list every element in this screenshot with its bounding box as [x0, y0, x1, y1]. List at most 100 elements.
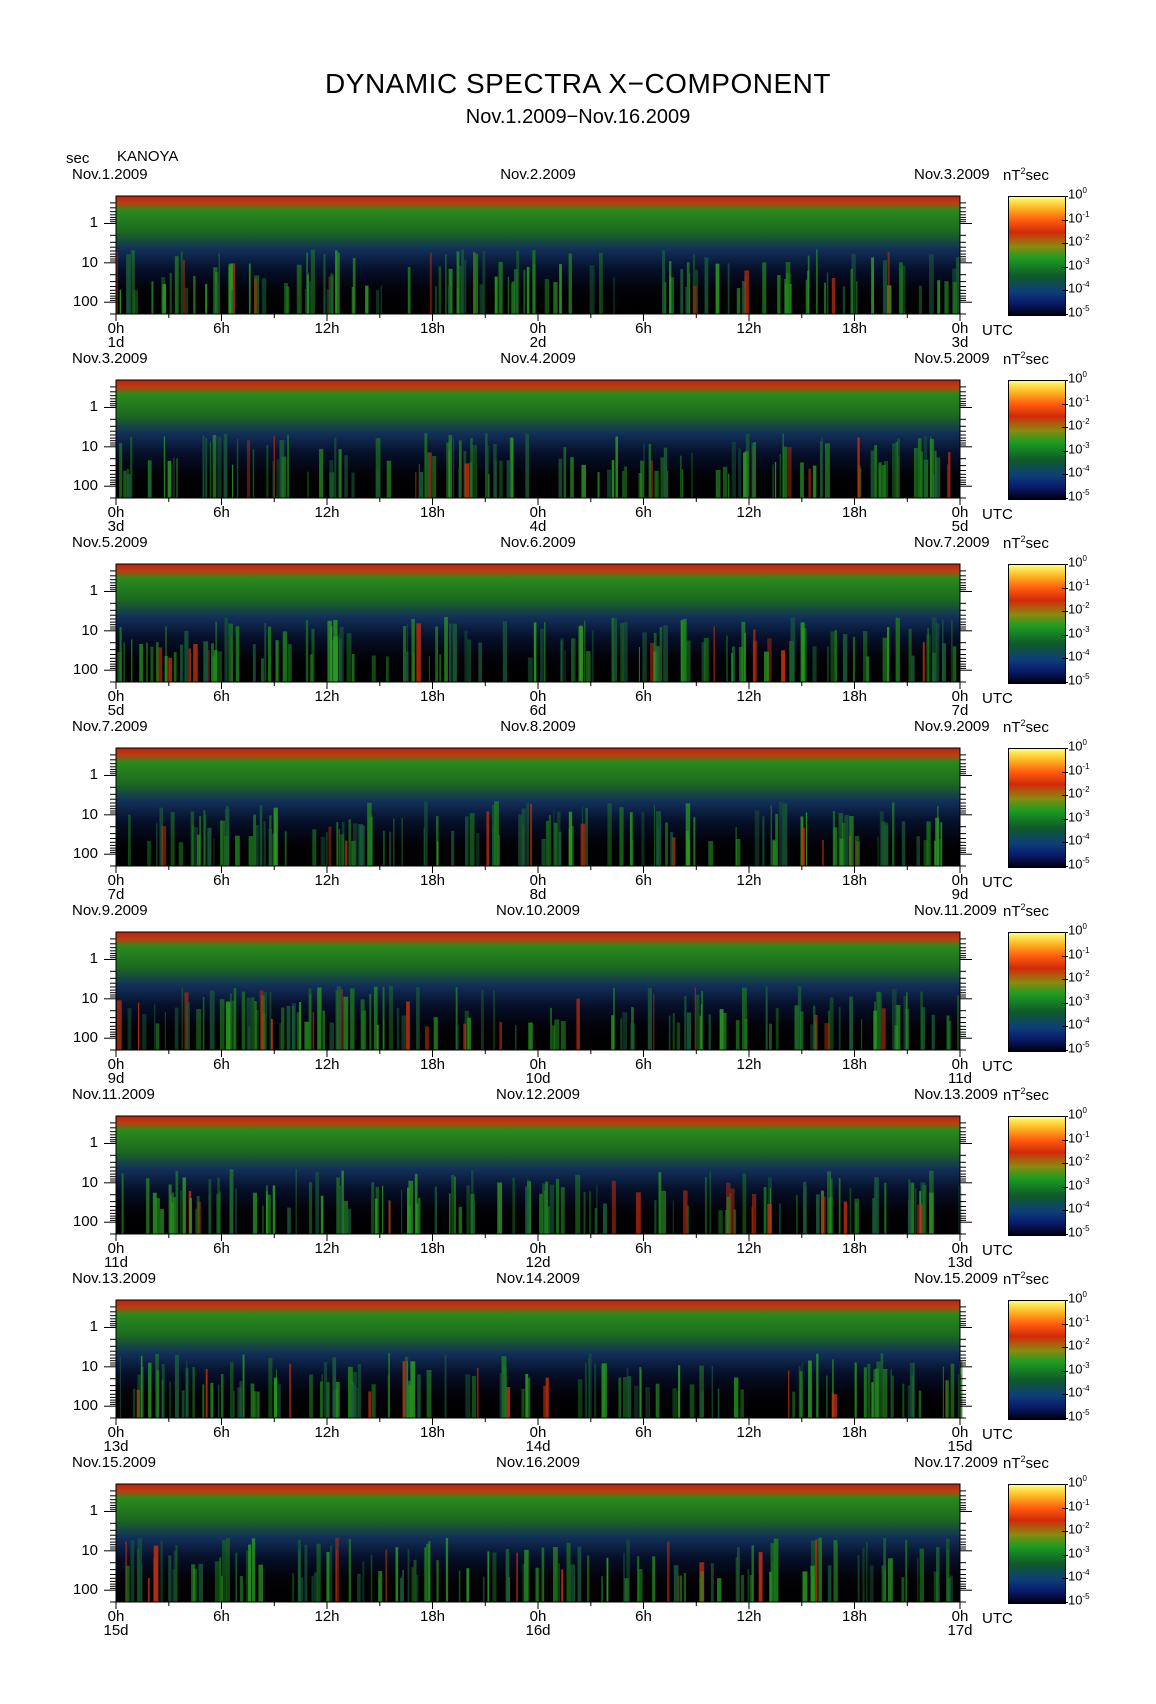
spectral-burst [185, 1361, 188, 1418]
spectral-burst [272, 460, 275, 498]
spectral-burst [521, 808, 526, 866]
spectral-burst [317, 1002, 321, 1050]
spectral-burst [926, 821, 931, 866]
spectral-burst [209, 441, 211, 498]
spectral-burst [800, 622, 805, 682]
spectral-burst [946, 1538, 950, 1602]
spectral-burst [268, 829, 273, 866]
spectral-burst [602, 1203, 607, 1234]
spectral-burst [815, 1539, 817, 1602]
colorbar-unit: nT2sec [1003, 1086, 1049, 1104]
panel-date-mid: Nov.16.2009 [496, 1454, 580, 1471]
spectral-burst [682, 618, 687, 682]
spectral-burst [445, 254, 447, 314]
colorbar-unit: nT2sec [1003, 166, 1049, 184]
x-tick-label: 0h [951, 1424, 969, 1441]
spectral-burst [253, 1391, 257, 1418]
colorbar-label: 10-5 [1068, 672, 1090, 688]
spectral-burst [892, 802, 895, 866]
spectral-burst [404, 651, 409, 682]
colorbar-label: 10-2 [1068, 1521, 1090, 1537]
spectral-burst [740, 1389, 744, 1418]
spectral-burst [654, 470, 659, 498]
x-day-label: 7d [107, 886, 125, 903]
spectral-burst [123, 470, 127, 498]
spectral-burst [449, 1193, 451, 1234]
spectral-burst [775, 1008, 779, 1050]
spectral-burst [465, 1374, 471, 1418]
spectral-burst [213, 267, 218, 314]
colorbar-label: 100 [1068, 738, 1087, 754]
spectral-burst [406, 1361, 408, 1418]
spectral-burst [884, 1182, 887, 1234]
spectral-burst [352, 258, 356, 314]
spectral-burst [219, 1191, 221, 1234]
spectral-burst [695, 994, 700, 1050]
spectral-burst [544, 1190, 546, 1234]
spectral-burst [685, 803, 691, 866]
spectral-burst [463, 1023, 467, 1050]
spectral-burst [544, 622, 546, 682]
spectral-burst [367, 802, 372, 866]
spectral-burst [472, 1201, 476, 1234]
spectrogram [104, 379, 972, 505]
spectral-burst [641, 811, 645, 866]
spectral-burst [901, 821, 906, 866]
spectral-burst [237, 1387, 242, 1418]
spectrum-panel: Nov.3.2009 Nov.4.2009 Nov.5.2009 nT2sec 1 10 1… [0, 350, 1156, 534]
spectral-burst [694, 987, 696, 1050]
x-day-label: 16d [525, 1622, 551, 1639]
spectral-burst [681, 469, 684, 498]
spectral-burst [197, 1201, 202, 1234]
spectral-burst [949, 1575, 953, 1602]
spectral-burst [180, 1190, 182, 1234]
spectral-burst [653, 632, 657, 682]
spectral-burst [369, 994, 372, 1050]
spectral-burst [191, 824, 194, 866]
colorbar-tick [1062, 196, 1068, 197]
colorbar-tick [1062, 427, 1068, 429]
spectral-burst [686, 1012, 691, 1050]
spectral-burst [548, 815, 552, 866]
spectral-burst [829, 997, 834, 1050]
x-tick-label: 6h [635, 1056, 652, 1073]
spectral-burst [942, 619, 944, 682]
spectral-burst [340, 834, 345, 866]
spectral-burst [505, 1387, 511, 1418]
spectral-burst [940, 822, 943, 866]
spectral-burst [202, 1384, 205, 1418]
spectral-burst [800, 1011, 804, 1050]
spectral-burst [789, 284, 792, 314]
spectral-burst [920, 451, 923, 498]
spectral-burst [448, 268, 453, 314]
x-day-label: 14d [525, 1438, 551, 1455]
spectral-burst [487, 1551, 490, 1602]
spectral-burst [407, 267, 411, 314]
spectral-burst [916, 836, 920, 866]
x-tick-label: 0h [951, 1608, 969, 1625]
spectral-burst [175, 1545, 178, 1602]
spectral-burst [767, 638, 772, 682]
spectral-burst [172, 1192, 175, 1234]
spectral-burst [265, 1191, 268, 1234]
spectral-burst [250, 1383, 255, 1418]
spectral-burst [772, 464, 774, 498]
spectrum-panel: Nov.7.2009 Nov.8.2009 Nov.9.2009 nT2sec 1 10 1… [0, 718, 1156, 902]
spectral-burst [700, 1004, 702, 1050]
spectral-burst [779, 453, 781, 498]
spectral-burst [406, 1001, 410, 1050]
spectral-burst [505, 1549, 509, 1602]
x-tick-label: 18h [419, 320, 446, 337]
panel-date-mid: Nov.4.2009 [500, 350, 576, 367]
spectral-burst [678, 1365, 681, 1418]
x-tick-label: 12h [314, 1056, 340, 1073]
spectral-burst [220, 820, 225, 866]
spectral-burst [148, 1362, 152, 1418]
spectral-burst [922, 1184, 927, 1234]
spectral-burst [753, 629, 756, 682]
spectral-burst [482, 1576, 485, 1602]
colorbar-tick [1062, 314, 1068, 315]
spectral-burst [407, 1548, 410, 1602]
spectral-burst [470, 1193, 475, 1234]
x-tick-label: 6h [635, 504, 652, 521]
